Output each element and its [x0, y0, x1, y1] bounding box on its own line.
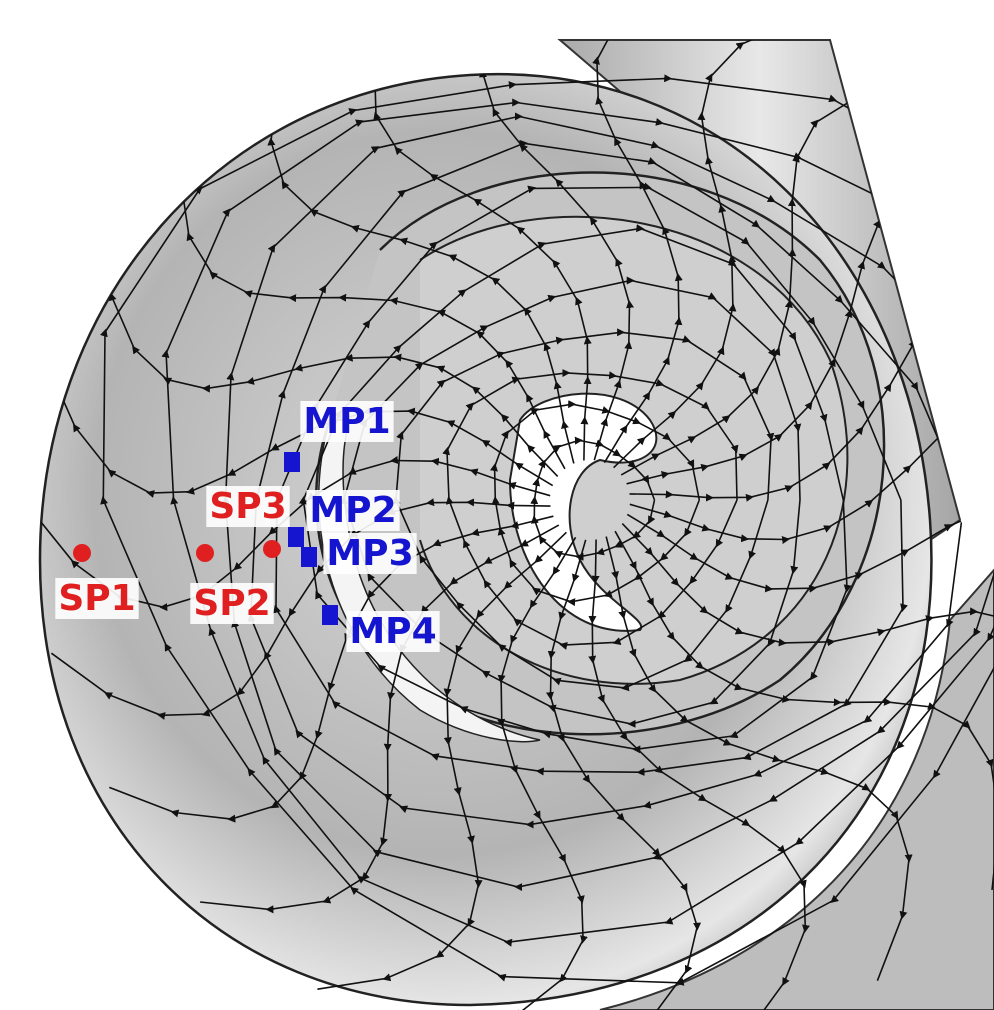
- probe-label: SP1: [58, 578, 135, 619]
- probe-label: SP2: [193, 583, 270, 624]
- probe-marker: [284, 452, 300, 472]
- probe-label: MP4: [349, 611, 436, 652]
- volute-render: SP1 SP2 SP3 MP1 MP2MP3 MP4: [0, 0, 994, 1010]
- probe-marker: [73, 544, 91, 562]
- probe-marker: [322, 605, 338, 625]
- probe-marker: [196, 544, 214, 562]
- probe-marker: [288, 527, 304, 547]
- probe-label: MP3: [326, 533, 413, 574]
- probe-label: MP2: [309, 490, 396, 531]
- probe-marker: [263, 540, 281, 558]
- probe-label: MP1: [303, 401, 390, 442]
- probe-marker: [301, 547, 317, 567]
- probe-label: SP3: [209, 486, 286, 527]
